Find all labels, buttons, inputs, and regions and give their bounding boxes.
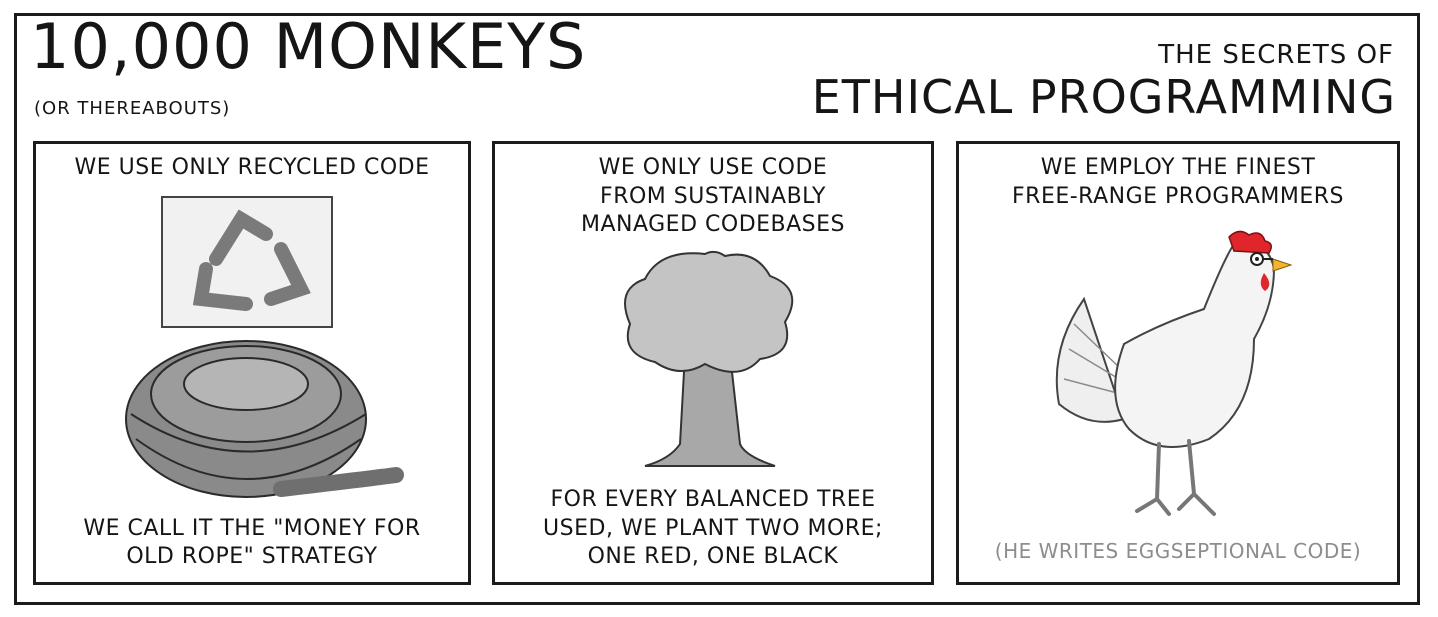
panel-2-top-caption: WE ONLY USE CODE FROM SUSTAINABLY MANAGE… bbox=[580, 155, 846, 238]
panel-sustainable-codebases: WE ONLY USE CODE FROM SUSTAINABLY MANAGE… bbox=[492, 141, 934, 585]
topic-prefix: THE SECRETS OF bbox=[1158, 40, 1394, 70]
panel-free-range-programmers: WE EMPLOY THE FINEST FREE-RANGE PROGRAMM… bbox=[956, 141, 1400, 585]
chicken-icon bbox=[1055, 230, 1293, 516]
panel-1-bottom-caption: WE CALL IT THE "MONEY FOR OLD ROPE" STRA… bbox=[83, 515, 421, 570]
panel-1-top-caption: WE USE ONLY RECYCLED CODE bbox=[74, 155, 430, 180]
topic-title: ETHICAL PROGRAMMING bbox=[811, 70, 1396, 124]
panel-2-bottom-caption: FOR EVERY BALANCED TREE USED, WE PLANT T… bbox=[543, 487, 883, 570]
panel-3-bottom-caption: (HE WRITES EGGSEPTIONAL CODE) bbox=[994, 539, 1362, 563]
panel-recycled-code: WE USE ONLY RECYCLED CODE WE CALL IT THE… bbox=[33, 141, 471, 585]
tree-illustration bbox=[624, 250, 794, 467]
series-subtitle: (OR THEREABOUTS) bbox=[34, 98, 231, 119]
panel-3-top-caption: WE EMPLOY THE FINEST FREE-RANGE PROGRAMM… bbox=[1012, 155, 1344, 209]
comic-frame bbox=[14, 13, 1420, 605]
rope-coil-icon bbox=[125, 340, 404, 498]
series-title: 10,000 MONKEYS bbox=[30, 10, 587, 83]
recycle-rope-illustration bbox=[125, 196, 404, 498]
chicken-illustration bbox=[1055, 230, 1293, 516]
recycle-sign-icon bbox=[161, 196, 333, 328]
tree-icon bbox=[624, 250, 794, 467]
